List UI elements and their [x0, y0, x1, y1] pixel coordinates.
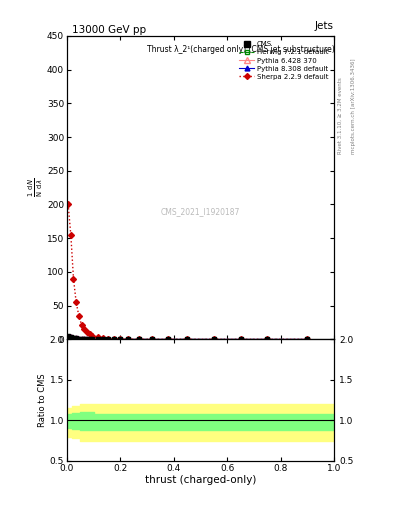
Text: Rivet 3.1.10, ≥ 3.2M events: Rivet 3.1.10, ≥ 3.2M events	[338, 77, 342, 154]
Text: mcplots.cern.ch [arXiv:1306.3436]: mcplots.cern.ch [arXiv:1306.3436]	[351, 58, 356, 154]
Text: Jets: Jets	[315, 22, 334, 31]
X-axis label: thrust (charged-only): thrust (charged-only)	[145, 475, 256, 485]
Legend: CMS, Herwig 7.2.1 default, Pythia 6.428 370, Pythia 8.308 default, Sherpa 2.2.9 : CMS, Herwig 7.2.1 default, Pythia 6.428 …	[237, 39, 331, 82]
Y-axis label: Ratio to CMS: Ratio to CMS	[38, 373, 47, 427]
Text: CMS_2021_I1920187: CMS_2021_I1920187	[161, 207, 240, 217]
Text: Thrust λ_2¹(charged only) (CMS jet substructure): Thrust λ_2¹(charged only) (CMS jet subst…	[147, 45, 335, 54]
Y-axis label: $\frac{1}{\mathrm{N}}\,\frac{\mathrm{d}N}{\mathrm{d}\lambda}$: $\frac{1}{\mathrm{N}}\,\frac{\mathrm{d}N…	[27, 178, 46, 197]
Text: 13000 GeV pp: 13000 GeV pp	[72, 25, 146, 35]
